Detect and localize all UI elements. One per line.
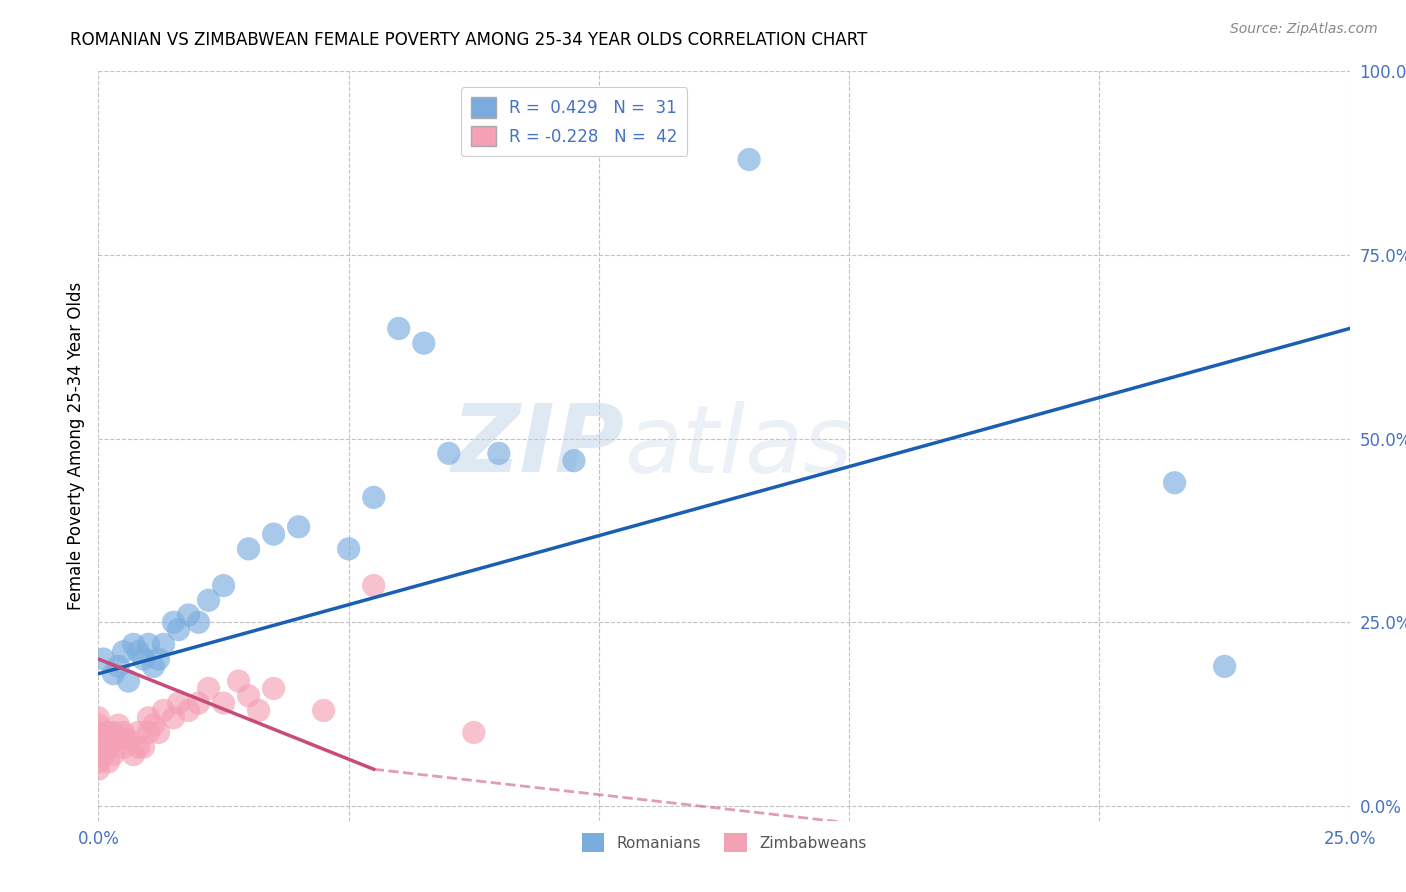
Point	[87, 747, 110, 762]
Point	[138, 637, 160, 651]
Point	[132, 652, 155, 666]
Point	[388, 321, 411, 335]
Text: ROMANIAN VS ZIMBABWEAN FEMALE POVERTY AMONG 25-34 YEAR OLDS CORRELATION CHART: ROMANIAN VS ZIMBABWEAN FEMALE POVERTY AM…	[70, 31, 868, 49]
Point	[177, 607, 200, 622]
Point	[437, 446, 460, 460]
Point	[127, 645, 149, 659]
Point	[148, 725, 170, 739]
Y-axis label: Female Poverty Among 25-34 Year Olds: Female Poverty Among 25-34 Year Olds	[66, 282, 84, 610]
Point	[238, 689, 260, 703]
Point	[87, 718, 110, 732]
Point	[138, 725, 160, 739]
Point	[112, 645, 135, 659]
Point	[228, 674, 250, 689]
Point	[117, 732, 139, 747]
Point	[263, 681, 285, 696]
Point	[142, 718, 165, 732]
Point	[738, 153, 761, 167]
Point	[138, 711, 160, 725]
Point	[187, 615, 209, 630]
Point	[97, 725, 120, 739]
Point	[97, 740, 120, 755]
Point	[122, 637, 145, 651]
Point	[112, 740, 135, 755]
Point	[97, 755, 120, 769]
Point	[112, 725, 135, 739]
Point	[93, 652, 115, 666]
Point	[107, 718, 129, 732]
Point	[107, 659, 129, 673]
Point	[1163, 475, 1185, 490]
Point	[132, 740, 155, 755]
Point	[463, 725, 485, 739]
Legend: Romanians, Zimbabweans: Romanians, Zimbabweans	[575, 827, 873, 858]
Point	[337, 541, 360, 556]
Point	[107, 732, 129, 747]
Point	[197, 593, 219, 607]
Point	[488, 446, 510, 460]
Point	[148, 652, 170, 666]
Point	[238, 541, 260, 556]
Point	[93, 747, 115, 762]
Point	[152, 637, 174, 651]
Point	[152, 703, 174, 717]
Point	[87, 762, 110, 776]
Point	[142, 659, 165, 673]
Point	[162, 711, 184, 725]
Point	[103, 725, 125, 739]
Point	[212, 696, 235, 710]
Point	[117, 674, 139, 689]
Point	[287, 520, 309, 534]
Point	[363, 491, 385, 505]
Point	[177, 703, 200, 717]
Point	[122, 747, 145, 762]
Point	[263, 527, 285, 541]
Point	[103, 666, 125, 681]
Text: ZIP: ZIP	[451, 400, 624, 492]
Point	[87, 725, 110, 739]
Point	[87, 740, 110, 755]
Point	[167, 696, 190, 710]
Point	[103, 747, 125, 762]
Point	[127, 740, 149, 755]
Point	[197, 681, 219, 696]
Point	[562, 453, 585, 467]
Point	[363, 578, 385, 592]
Point	[1213, 659, 1236, 673]
Point	[87, 755, 110, 769]
Point	[167, 623, 190, 637]
Point	[162, 615, 184, 630]
Point	[312, 703, 335, 717]
Text: atlas: atlas	[624, 401, 852, 491]
Point	[212, 578, 235, 592]
Point	[127, 725, 149, 739]
Point	[247, 703, 270, 717]
Point	[412, 336, 434, 351]
Point	[87, 711, 110, 725]
Point	[87, 732, 110, 747]
Point	[187, 696, 209, 710]
Text: Source: ZipAtlas.com: Source: ZipAtlas.com	[1230, 22, 1378, 37]
Point	[93, 732, 115, 747]
